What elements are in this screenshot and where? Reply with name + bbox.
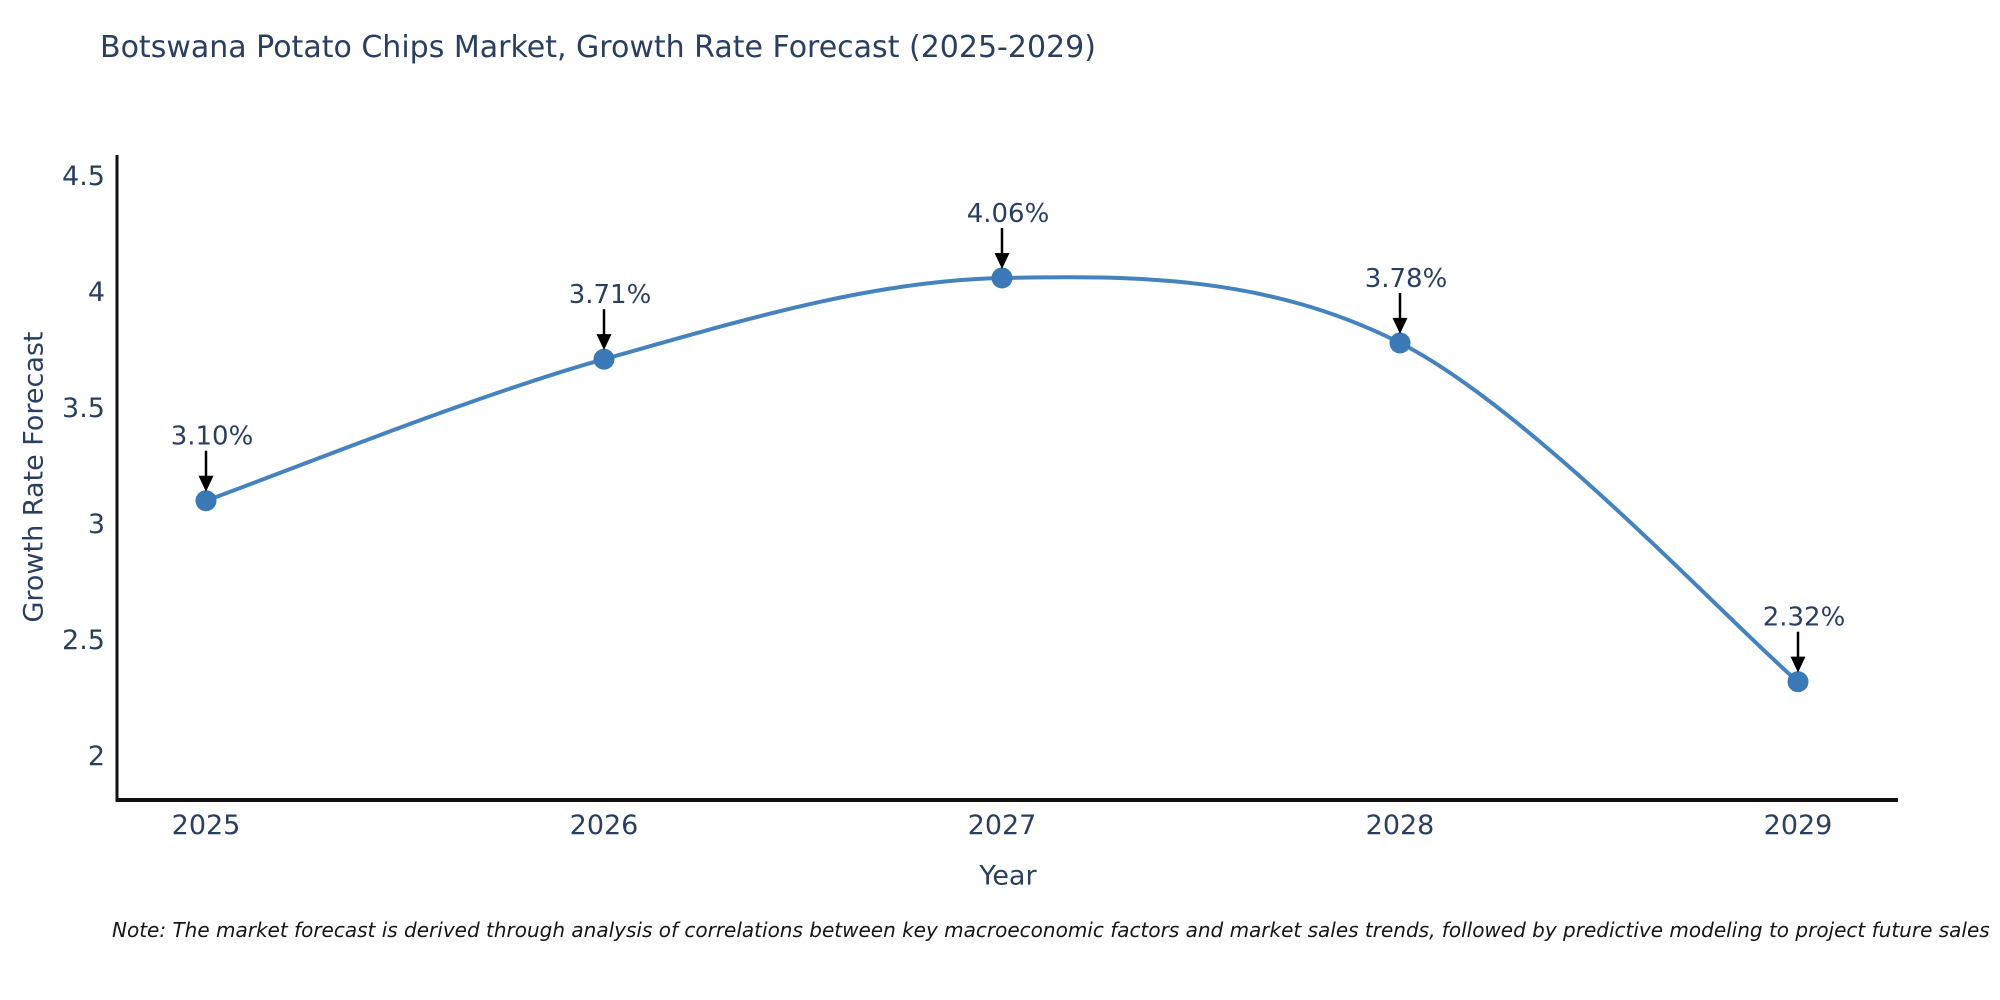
- annotation-arrowhead: [596, 334, 612, 351]
- annotation-label: 4.06%: [967, 199, 1050, 229]
- y-axis-title: Growth Rate Forecast: [18, 331, 50, 623]
- annotation-arrowhead: [994, 252, 1010, 269]
- x-tick-label: 2027: [968, 810, 1037, 841]
- annotation-label: 3.10%: [171, 422, 254, 452]
- chart-title: Botswana Potato Chips Market, Growth Rat…: [100, 30, 1096, 65]
- footnote-text: Note: The market forecast is derived thr…: [112, 918, 1990, 942]
- annotation-label: 2.32%: [1763, 603, 1846, 633]
- x-axis-title: Year: [979, 860, 1037, 892]
- annotation-arrowhead: [198, 475, 214, 492]
- x-tick-label: 2025: [172, 810, 241, 841]
- y-tick-label: 4.5: [62, 161, 105, 192]
- y-tick-label: 3.5: [62, 393, 105, 424]
- x-tick-label: 2029: [1764, 810, 1833, 841]
- data-point-marker: [195, 490, 217, 512]
- annotation-arrowhead: [1790, 656, 1806, 673]
- data-point-marker: [991, 267, 1013, 289]
- data-point-marker: [1389, 332, 1411, 354]
- y-tick-label: 4: [88, 277, 105, 308]
- annotation-label: 3.71%: [569, 280, 652, 310]
- x-tick-label: 2026: [570, 810, 639, 841]
- data-point-marker: [1787, 671, 1809, 693]
- x-tick-label: 2028: [1366, 810, 1435, 841]
- y-tick-label: 2: [88, 741, 105, 772]
- annotation-label: 3.78%: [1365, 264, 1448, 294]
- y-tick-label: 2.5: [62, 625, 105, 656]
- annotation-arrowhead: [1392, 317, 1408, 334]
- forecast-line: [204, 275, 1800, 684]
- data-point-marker: [593, 348, 615, 370]
- y-tick-label: 3: [88, 509, 105, 540]
